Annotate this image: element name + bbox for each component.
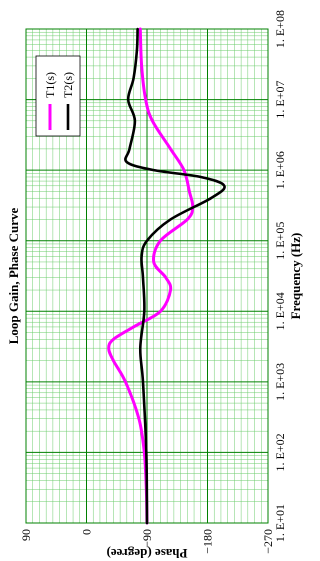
y-tick-label: −90 — [140, 529, 154, 548]
x-tick-label: 1. E+04 — [273, 292, 287, 330]
rotated-chart-group: 1. E+01 1. E+02 1. E+03 1. E+04 1. E+05 1. E+… — [6, 10, 303, 561]
series-line-t2 — [124, 27, 226, 525]
x-tick-label: 1. E+06 — [273, 151, 287, 189]
x-tick-label: 1. E+08 — [273, 10, 287, 48]
legend: T1(s) T2(s) — [35, 55, 81, 137]
x-tick-label: 1. E+03 — [273, 363, 287, 401]
y-axis-label: Phase (degree) — [107, 546, 188, 561]
y-tick-label: 90 — [19, 529, 33, 541]
y-tick-label: 0 — [80, 529, 94, 535]
x-tick-label: 1. E+07 — [273, 81, 287, 119]
y-tick-label: −180 — [201, 529, 215, 554]
series-line-t1 — [107, 27, 195, 525]
x-tick-label: 1. E+01 — [273, 504, 287, 542]
legend-label-t2: T2(s) — [61, 72, 75, 98]
series-layer — [107, 27, 226, 525]
x-axis-label: Frequency (Hz) — [288, 233, 303, 320]
y-tick-labels: 90 0 −90 −180 −270 — [19, 529, 275, 554]
x-tick-labels: 1. E+01 1. E+02 1. E+03 1. E+04 1. E+05 1. E+… — [273, 10, 287, 542]
chart-title: Loop Gain, Phase Curve — [6, 208, 21, 345]
x-tick-label: 1. E+02 — [273, 433, 287, 471]
x-tick-label: 1. E+05 — [273, 222, 287, 260]
legend-label-t1: T1(s) — [43, 72, 57, 98]
y-tick-label: −270 — [261, 529, 275, 554]
